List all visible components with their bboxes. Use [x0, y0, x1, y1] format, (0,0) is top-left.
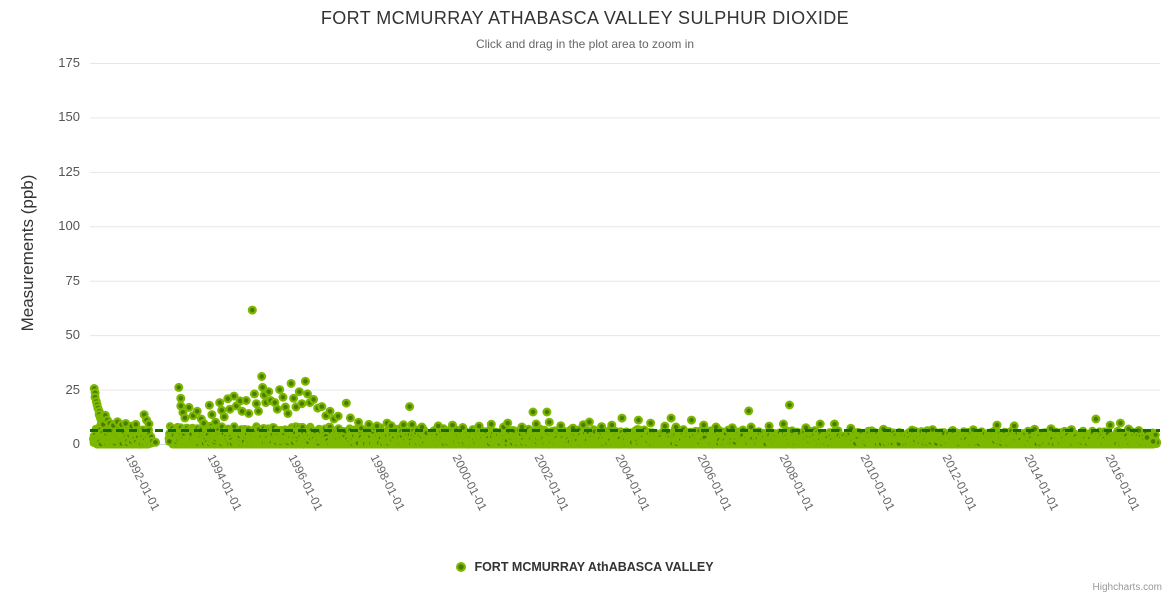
- y-axis-label: 25: [65, 381, 80, 397]
- y-axis-label: 150: [58, 109, 80, 125]
- highcharts-credits[interactable]: Highcharts.com: [1092, 582, 1162, 593]
- gridlines: [90, 63, 1160, 445]
- chart-title: FORT MCMURRAY ATHABASCA VALLEY SULPHUR D…: [320, 8, 850, 28]
- legend-marker-icon: [456, 562, 467, 572]
- y-axis-label: 100: [58, 218, 80, 234]
- scatter-series: [89, 305, 1162, 449]
- y-axis-label: 50: [65, 327, 80, 343]
- chart-subtitle: Click and drag in the plot area to zoom …: [475, 37, 695, 51]
- y-axis-label: 175: [58, 55, 80, 70]
- legend-item[interactable]: FORT MCMURRAY AthABASCA VALLEY: [0, 560, 1170, 574]
- y-axis-label: 0: [72, 436, 80, 451]
- y-axis-label: 125: [58, 163, 80, 179]
- y-axis-label: 75: [65, 272, 80, 288]
- legend-label: FORT MCMURRAY AthABASCA VALLEY: [474, 560, 714, 574]
